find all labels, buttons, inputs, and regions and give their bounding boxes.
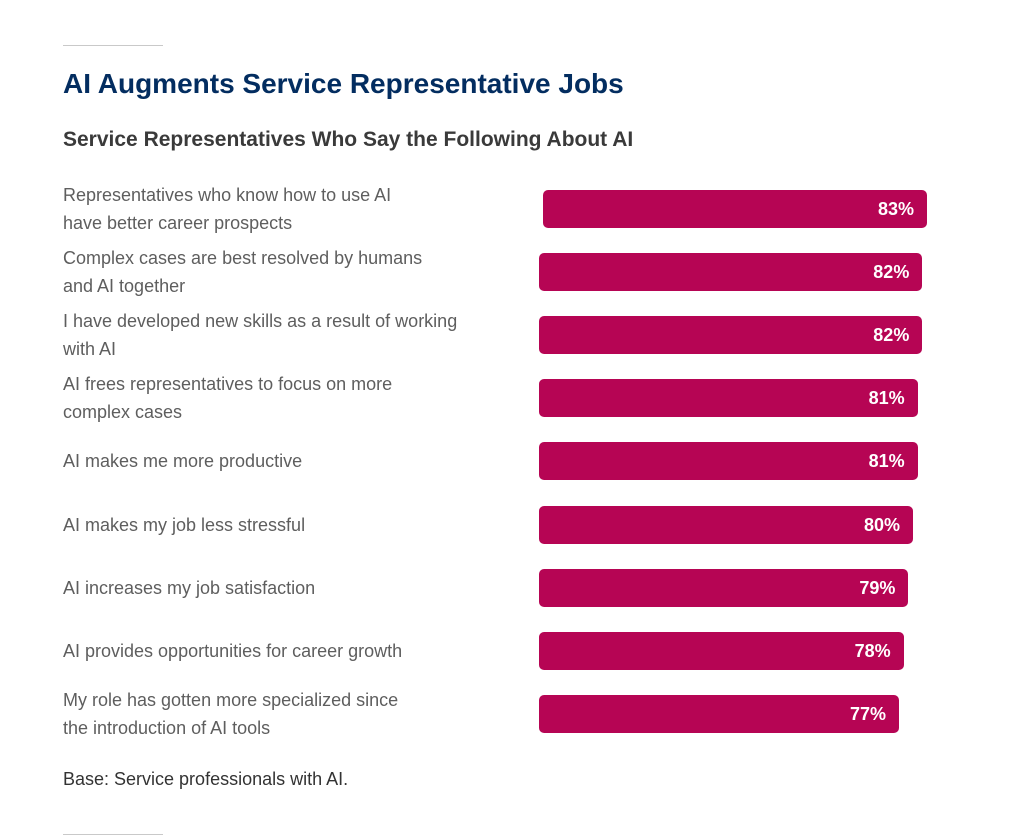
data-label: 83%: [877, 199, 914, 219]
data-label: 81%: [868, 388, 905, 409]
data-label: 82%: [873, 325, 910, 346]
category-label-line: AI makes me more productive: [63, 451, 303, 472]
bottom-divider: [63, 834, 163, 835]
bar: 78%: [539, 631, 904, 670]
category-label: My role has gotten more specialized sinc…: [63, 686, 513, 742]
category-label-line: Complex cases are best resolved by human…: [63, 248, 423, 269]
category-label-line: Representatives who know how to use AI: [63, 185, 392, 205]
category-label-line: AI makes my job less stressful: [63, 514, 306, 535]
top-divider: [63, 45, 163, 46]
data-label: 77%: [850, 703, 887, 724]
bar: 80%: [539, 505, 914, 544]
data-label: 82%: [873, 262, 910, 283]
category-label-line: with AI: [63, 339, 117, 360]
category-label-line: AI provides opportunities for career gro…: [63, 640, 403, 661]
category-label-line: complex cases: [63, 402, 183, 423]
category-label-line: I have developed new skills as a result …: [63, 311, 458, 332]
data-label: 80%: [863, 514, 901, 535]
page-title: AI Augments Service Representative Jobs: [63, 68, 624, 99]
data-label: 81%: [868, 451, 905, 472]
bar: 81%: [539, 379, 918, 418]
category-label: AI makes my job less stressful: [63, 511, 513, 539]
base-note: Base: Service professionals with AI.: [63, 769, 349, 789]
category-label: AI increases my job satisfaction: [63, 574, 513, 602]
chart-subtitle: Service Representatives Who Say the Foll…: [63, 128, 634, 151]
category-label-line: have better career prospects: [63, 213, 293, 233]
bar: 77%: [539, 694, 900, 733]
bar: 82%: [539, 316, 923, 355]
category-label: AI frees representatives to focus on mor…: [63, 370, 513, 426]
bar: 81%: [539, 442, 918, 481]
bar: 82%: [539, 253, 923, 292]
category-label: Complex cases are best resolved by human…: [63, 244, 513, 300]
category-label: Representatives who know how to use AI ha…: [63, 181, 513, 237]
category-label-line: the introduction of AI tools: [63, 717, 271, 738]
bar: 79%: [539, 568, 909, 607]
category-label: I have developed new skills as a result …: [63, 307, 513, 363]
category-label-line: My role has gotten more specialized sinc…: [63, 689, 399, 710]
category-label: AI provides opportunities for career gro…: [63, 637, 513, 665]
data-label: 78%: [854, 640, 891, 661]
category-label: AI makes me more productive: [63, 447, 513, 475]
category-label-line: and AI together: [63, 276, 186, 297]
bar: 83%: [543, 190, 927, 228]
category-label-line: AI increases my job satisfaction: [63, 577, 316, 598]
data-label: 79%: [859, 577, 896, 598]
category-label-line: AI frees representatives to focus on mor…: [63, 374, 393, 395]
